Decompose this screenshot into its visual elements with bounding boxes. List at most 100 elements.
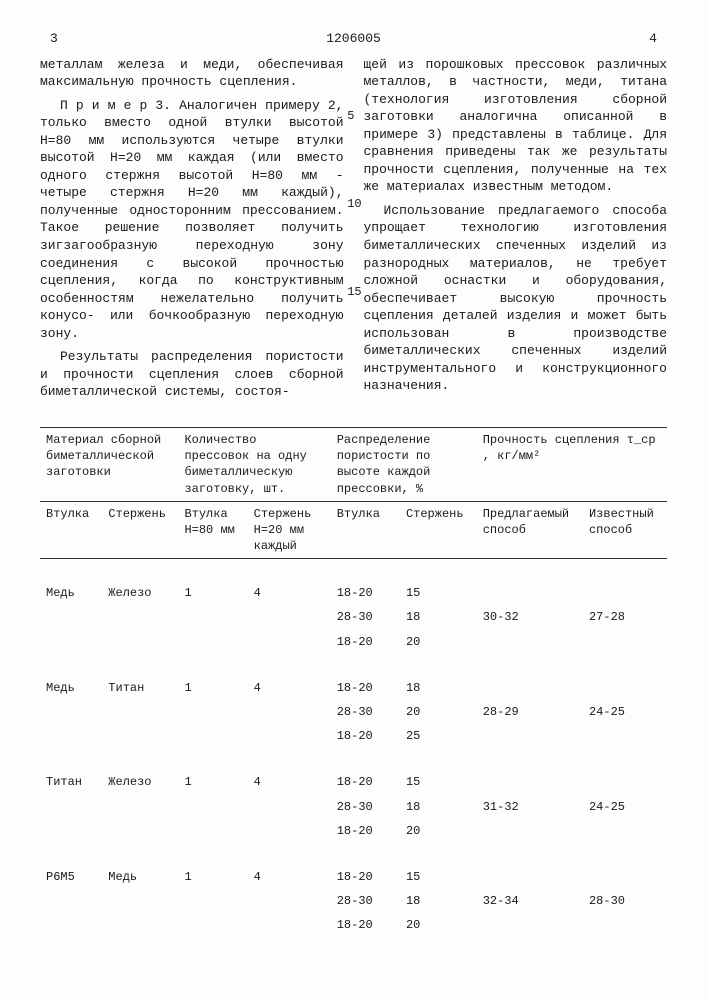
table-cell: 1	[178, 676, 247, 700]
para: щей из порошковых прессовок различных ме…	[364, 56, 668, 196]
left-column: металлам железа и меди, обеспечивая макс…	[40, 56, 344, 407]
table-spacer	[40, 559, 667, 582]
th-por-vtulka: Втулка	[331, 501, 400, 559]
line-marker-5: 5	[347, 108, 354, 124]
table-cell: 20	[400, 819, 477, 843]
doc-number: 1206005	[326, 30, 381, 48]
table-cell: 24-25	[583, 700, 667, 724]
table-cell: 20	[400, 913, 477, 937]
table-row: 28-301831-3224-25	[40, 795, 667, 819]
right-column: щей из порошковых прессовок различных ме…	[364, 56, 668, 407]
table-cell: Р6М5	[40, 865, 102, 889]
th-material: Материал сборной биметаллической заготов…	[40, 427, 178, 501]
th-sterzhen-h: Стержень H=20 мм каждый	[248, 501, 331, 559]
table-cell: 1	[178, 581, 247, 605]
table-cell: 28-30	[331, 889, 400, 913]
table-row: ТитанЖелезо1418-2015	[40, 770, 667, 794]
table-cell	[102, 889, 178, 913]
table-cell	[248, 724, 331, 748]
table-cell: 20	[400, 700, 477, 724]
table-cell	[102, 700, 178, 724]
table-cell	[102, 913, 178, 937]
table-cell: 18	[400, 676, 477, 700]
table-cell: 4	[248, 581, 331, 605]
results-table: Материал сборной биметаллической заготов…	[40, 427, 667, 938]
table-cell: 4	[248, 770, 331, 794]
body-text: 5 10 15 металлам железа и меди, обеспечи…	[40, 56, 667, 407]
table-cell: 4	[248, 865, 331, 889]
page-num-left: 3	[50, 30, 58, 48]
table-cell: Медь	[40, 581, 102, 605]
table-spacer	[40, 843, 667, 865]
table-cell: Титан	[40, 770, 102, 794]
table-cell	[40, 630, 102, 654]
table-cell	[102, 795, 178, 819]
table-cell: 18	[400, 795, 477, 819]
table-cell	[102, 605, 178, 629]
th-vtulka: Втулка	[40, 501, 102, 559]
table-cell	[477, 676, 583, 700]
table-cell	[477, 630, 583, 654]
para: металлам железа и меди, обеспечивая макс…	[40, 56, 344, 91]
table-cell	[40, 819, 102, 843]
table-cell: 18-20	[331, 724, 400, 748]
table-cell	[583, 581, 667, 605]
th-vtulka-h: Втулка H=80 мм	[178, 501, 247, 559]
table-cell	[248, 913, 331, 937]
table-cell: 28-30	[583, 889, 667, 913]
table-cell: 30-32	[477, 605, 583, 629]
table-cell	[40, 700, 102, 724]
page-num-right: 4	[649, 30, 657, 48]
table-cell: 18-20	[331, 676, 400, 700]
table-row: МедьЖелезо1418-2015	[40, 581, 667, 605]
page-header: 3 1206005 4	[40, 30, 667, 48]
table-cell: 18	[400, 889, 477, 913]
table-cell: 18-20	[331, 770, 400, 794]
th-strength: Прочность сцепления τ_cp , кг/мм²	[477, 427, 667, 501]
table-spacer	[40, 654, 667, 676]
table-cell	[477, 724, 583, 748]
table-cell	[40, 795, 102, 819]
table-cell	[102, 724, 178, 748]
table-cell	[178, 889, 247, 913]
table-cell	[178, 724, 247, 748]
para: Использование предлагаемого способа упро…	[364, 202, 668, 395]
table-cell	[583, 913, 667, 937]
table-cell	[178, 795, 247, 819]
table-cell: 15	[400, 770, 477, 794]
table-cell	[248, 605, 331, 629]
table-cell: 18	[400, 605, 477, 629]
table-cell	[248, 795, 331, 819]
table-cell	[477, 819, 583, 843]
th-sterzhen: Стержень	[102, 501, 178, 559]
th-por-sterzhen: Стержень	[400, 501, 477, 559]
th-proposed: Предлагаемый способ	[477, 501, 583, 559]
table-cell	[583, 724, 667, 748]
table-cell	[477, 581, 583, 605]
table-cell: 15	[400, 865, 477, 889]
table-row: 18-2020	[40, 630, 667, 654]
table-cell	[477, 770, 583, 794]
table-cell	[40, 724, 102, 748]
table-cell	[583, 770, 667, 794]
table-cell	[248, 630, 331, 654]
table-cell	[248, 889, 331, 913]
th-porosity: Распределение пористости по высоте каждо…	[331, 427, 477, 501]
table-cell: 24-25	[583, 795, 667, 819]
table-cell	[477, 913, 583, 937]
table-cell: 18-20	[331, 865, 400, 889]
table-cell	[583, 819, 667, 843]
table-cell	[40, 605, 102, 629]
table-cell: 28-30	[331, 700, 400, 724]
table-cell: Медь	[102, 865, 178, 889]
table-cell: 31-32	[477, 795, 583, 819]
table-cell	[40, 913, 102, 937]
table-row: 28-301832-3428-30	[40, 889, 667, 913]
table-row: МедьТитан1418-2018	[40, 676, 667, 700]
table-row: 18-2025	[40, 724, 667, 748]
table-cell	[583, 630, 667, 654]
table-row: 18-2020	[40, 819, 667, 843]
table-cell: 28-30	[331, 795, 400, 819]
table-cell: 18-20	[331, 913, 400, 937]
th-quantity: Количество прессовок на одну биметалличе…	[178, 427, 330, 501]
